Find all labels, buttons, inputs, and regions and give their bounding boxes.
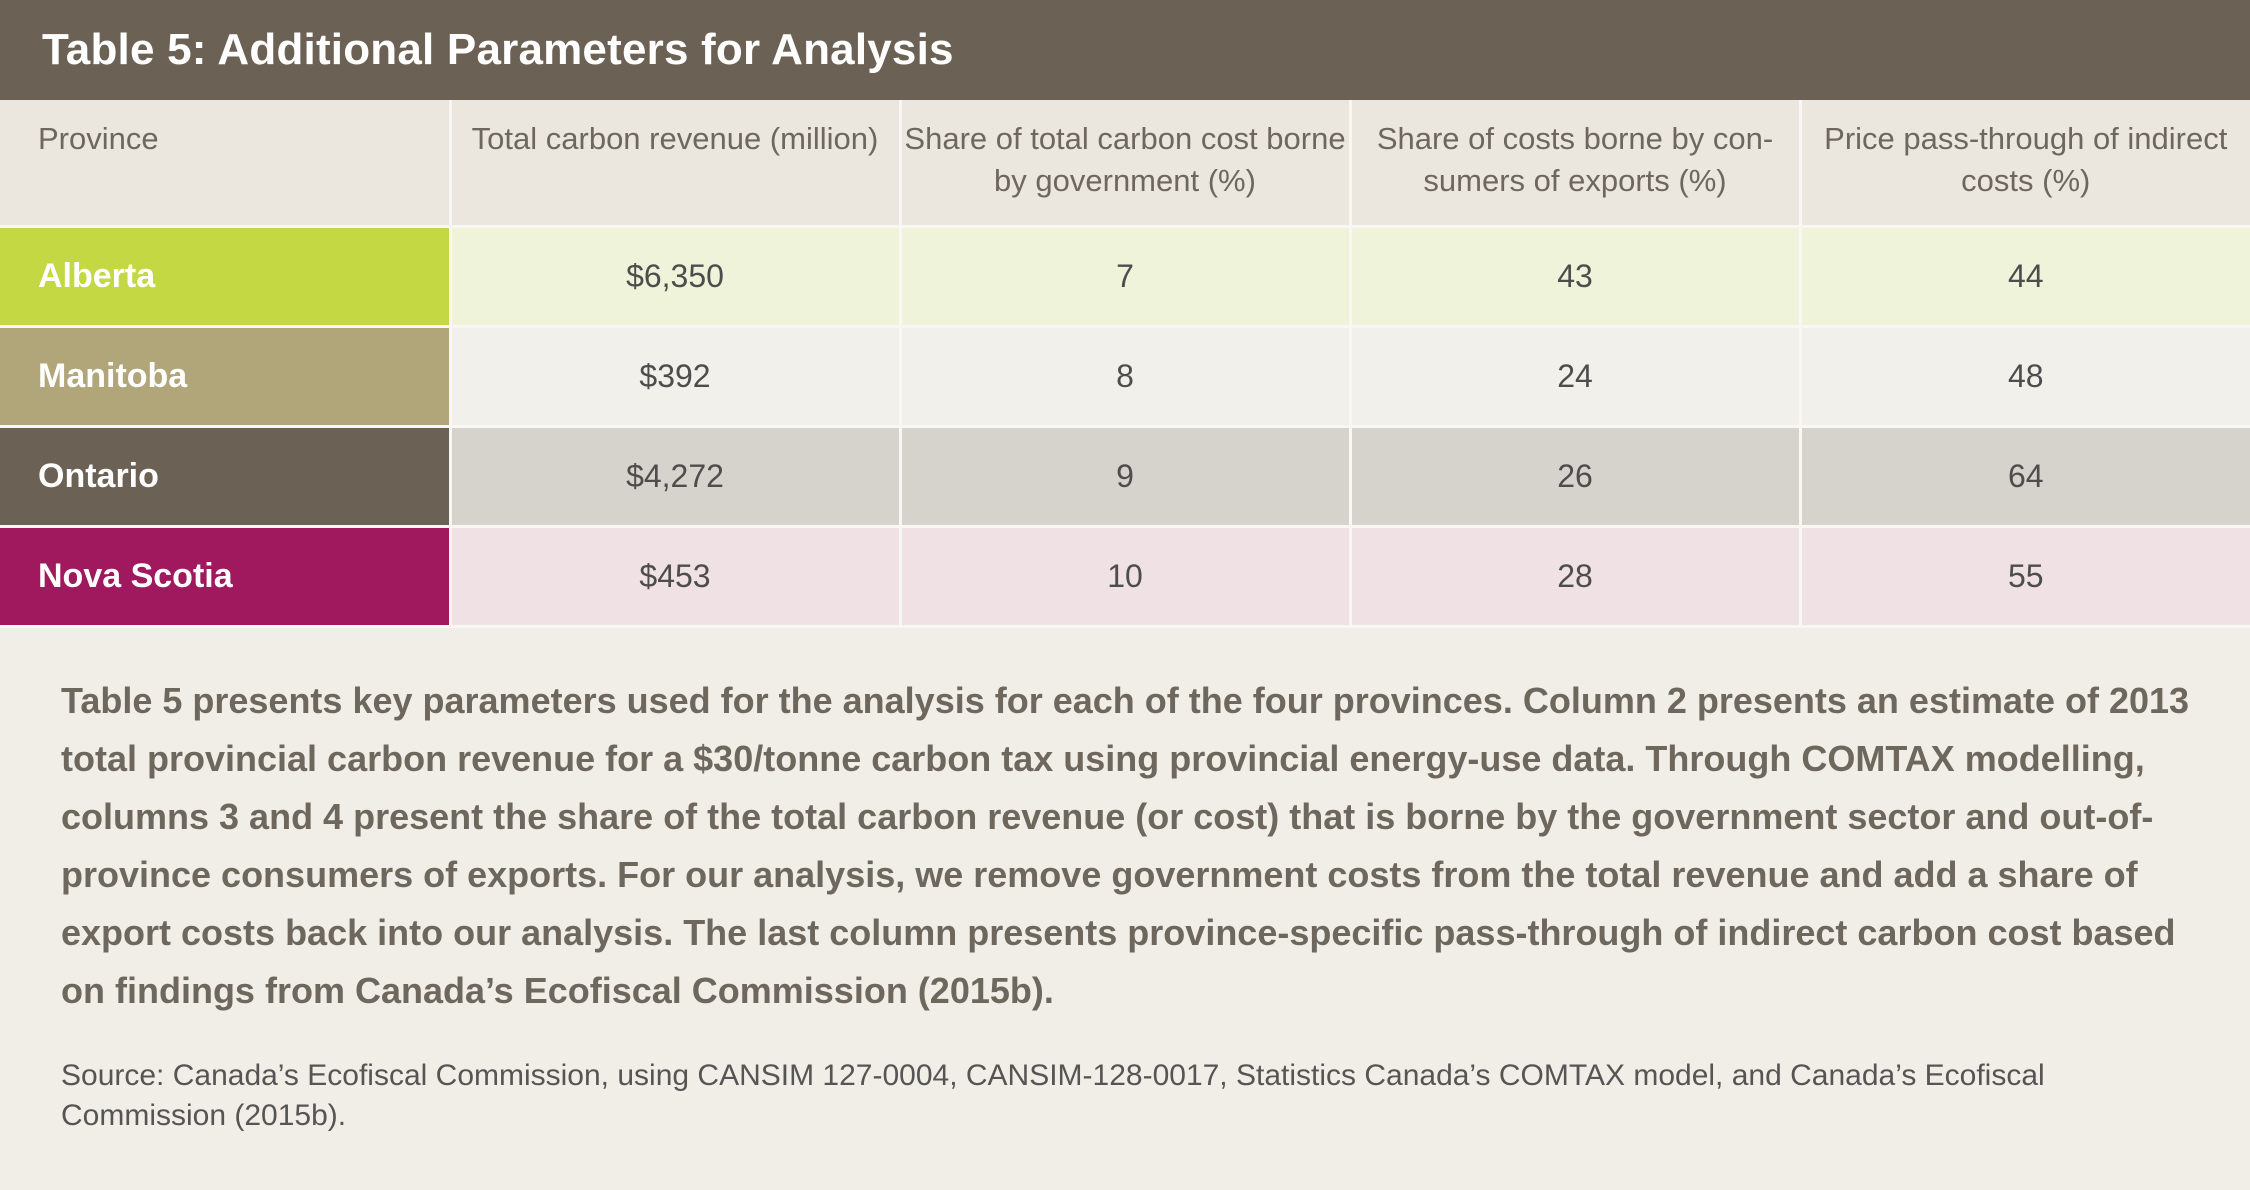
revenue-cell: $6,350 [450, 226, 902, 328]
revenue-cell: $453 [450, 526, 902, 628]
province-cell: Manitoba [0, 326, 452, 428]
source-note: Source: Canada’s Ecofiscal Commission, u… [61, 1059, 2045, 1132]
table-row-ontario: Ontario $4,272 9 26 64 [0, 426, 2250, 528]
table-row-manitoba: Manitoba $392 8 24 48 [0, 326, 2250, 428]
province-cell: Ontario [0, 426, 452, 528]
column-header-revenue: Total carbon revenue (million) [450, 100, 902, 228]
column-header-export-share: Share of costs borne by con-sumers of ex… [1350, 100, 1802, 228]
table-description: Table 5 presents key parameters used for… [61, 680, 2190, 1011]
pass-through-cell: 64 [1800, 426, 2250, 528]
export-share-cell: 43 [1350, 226, 1802, 328]
table-title: Table 5: Additional Parameters for Analy… [0, 0, 2250, 100]
pass-through-cell: 44 [1800, 226, 2250, 328]
government-share-cell: 9 [900, 426, 1352, 528]
province-cell: Alberta [0, 226, 452, 328]
table-row-alberta: Alberta $6,350 7 43 44 [0, 226, 2250, 328]
parameters-table: Province Total carbon revenue (million) … [0, 100, 2250, 628]
government-share-cell: 10 [900, 526, 1352, 628]
government-share-cell: 8 [900, 326, 1352, 428]
column-header-province: Province [0, 100, 452, 228]
export-share-cell: 26 [1350, 426, 1802, 528]
revenue-cell: $4,272 [450, 426, 902, 528]
government-share-cell: 7 [900, 226, 1352, 328]
table-row-nova-scotia: Nova Scotia $453 10 28 55 [0, 526, 2250, 628]
province-cell: Nova Scotia [0, 526, 452, 628]
pass-through-cell: 48 [1800, 326, 2250, 428]
table-header-row: Province Total carbon revenue (million) … [0, 100, 2250, 228]
export-share-cell: 28 [1350, 526, 1802, 628]
revenue-cell: $392 [450, 326, 902, 428]
column-header-government-share: Share of total carbon cost borne by gove… [900, 100, 1352, 228]
export-share-cell: 24 [1350, 326, 1802, 428]
pass-through-cell: 55 [1800, 526, 2250, 628]
column-header-pass-through: Price pass-through of indirect costs (%) [1800, 100, 2250, 228]
